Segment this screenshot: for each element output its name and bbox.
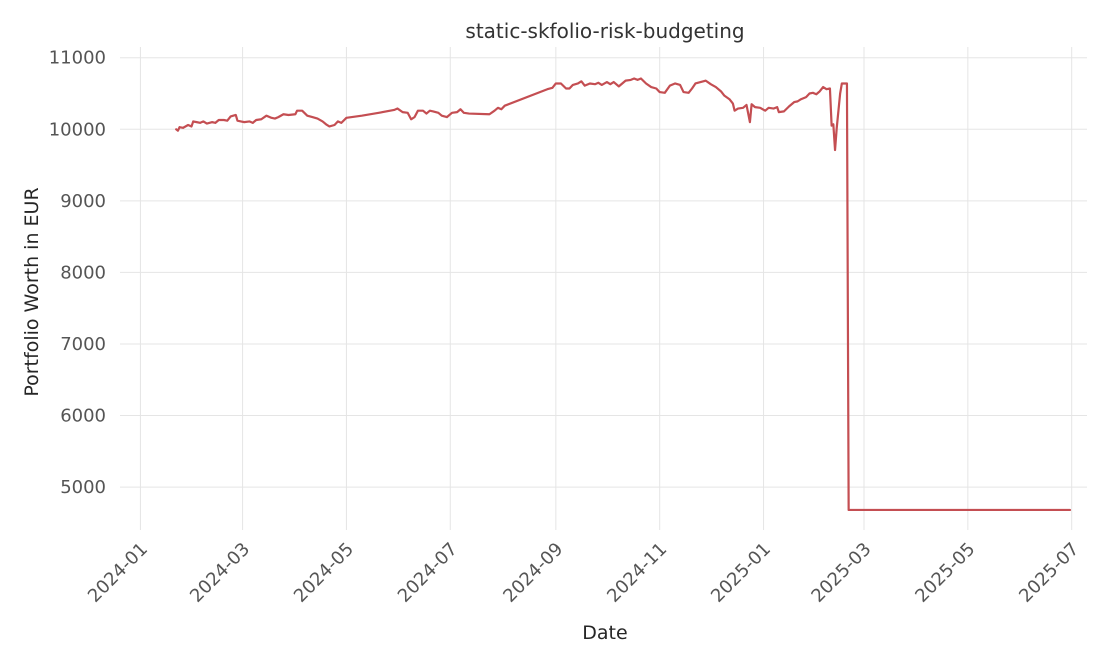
y-axis-ticks: 5000 6000 7000 8000 9000 10000 11000 bbox=[49, 48, 106, 498]
x-axis-label: Date bbox=[582, 622, 627, 644]
grid bbox=[120, 47, 1087, 530]
y-tick-label: 10000 bbox=[49, 119, 106, 140]
x-tick-label: 2024-11 bbox=[603, 539, 671, 607]
y-tick-label: 8000 bbox=[60, 262, 106, 283]
x-tick-label: 2024-09 bbox=[499, 539, 567, 607]
y-tick-label: 7000 bbox=[60, 334, 106, 355]
chart-title: static-skfolio-risk-budgeting bbox=[465, 19, 744, 43]
series-line bbox=[175, 77, 1072, 512]
x-tick-label: 2025-01 bbox=[707, 539, 775, 607]
series-group bbox=[175, 77, 1072, 512]
x-tick-label: 2024-01 bbox=[84, 539, 152, 607]
y-tick-label: 5000 bbox=[60, 477, 106, 498]
x-tick-label: 2025-07 bbox=[1015, 539, 1083, 607]
x-tick-label: 2025-05 bbox=[911, 539, 979, 607]
y-tick-label: 9000 bbox=[60, 191, 106, 212]
x-tick-label: 2024-07 bbox=[394, 539, 462, 607]
x-tick-label: 2024-03 bbox=[186, 539, 254, 607]
y-axis-label: Portfolio Worth in EUR bbox=[21, 187, 43, 396]
x-axis-ticks: 2024-01 2024-03 2024-05 2024-07 2024-09 2024-… bbox=[84, 539, 1083, 607]
x-tick-label: 2025-03 bbox=[807, 539, 875, 607]
y-tick-label: 11000 bbox=[49, 48, 106, 69]
x-tick-label: 2024-05 bbox=[290, 539, 358, 607]
y-tick-label: 6000 bbox=[60, 406, 106, 427]
